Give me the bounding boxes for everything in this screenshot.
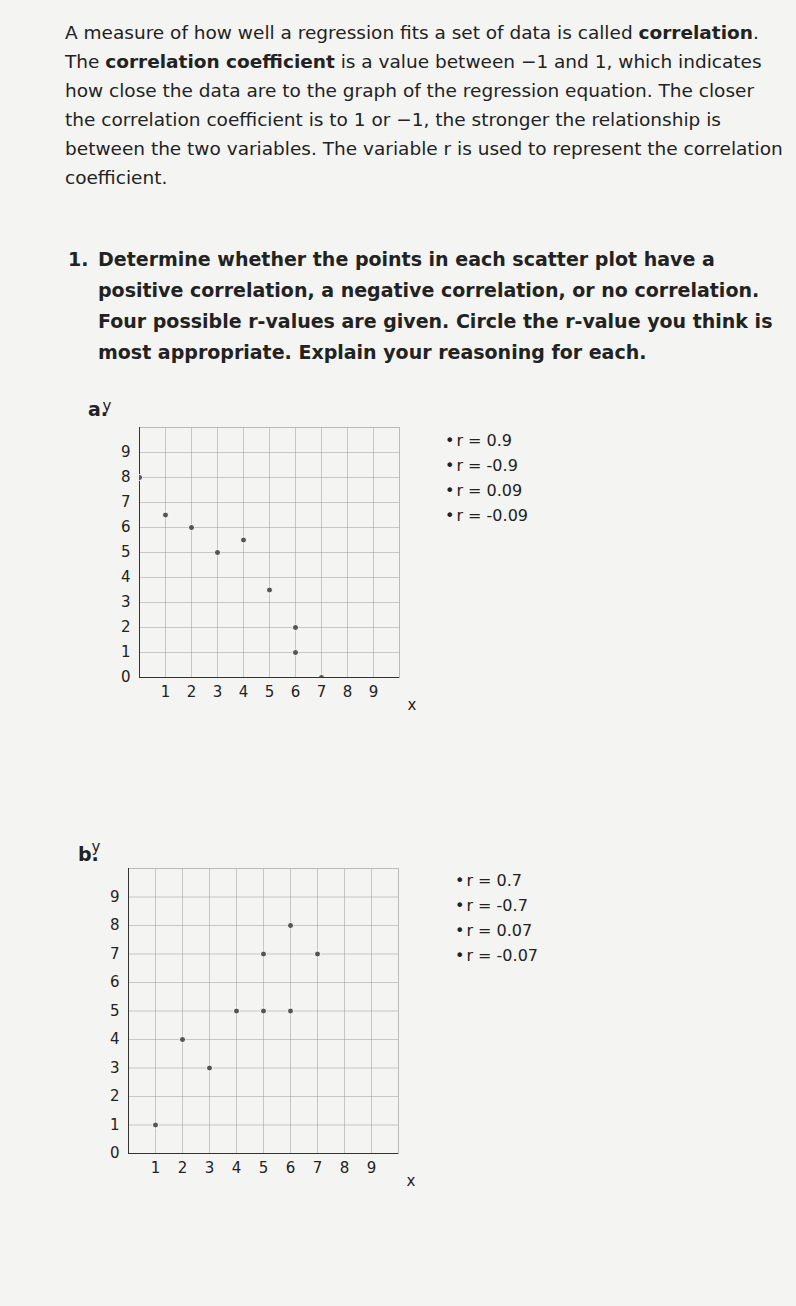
svg-text:5: 5 (110, 1002, 120, 1020)
svg-text:7: 7 (121, 493, 131, 511)
svg-text:x: x (408, 696, 417, 713)
svg-text:4: 4 (239, 683, 249, 701)
svg-text:8: 8 (121, 468, 131, 486)
svg-text:y: y (103, 397, 112, 415)
svg-text:2: 2 (187, 683, 197, 701)
svg-text:y: y (92, 838, 101, 856)
svg-text:6: 6 (286, 1159, 296, 1177)
svg-text:9: 9 (369, 683, 379, 701)
svg-text:5: 5 (259, 1159, 269, 1177)
svg-text:4: 4 (121, 568, 131, 586)
svg-text:3: 3 (121, 593, 131, 611)
svg-text:3: 3 (110, 1059, 120, 1077)
svg-text:5: 5 (121, 543, 131, 561)
svg-text:6: 6 (121, 518, 131, 536)
svg-text:2: 2 (110, 1087, 120, 1105)
svg-text:3: 3 (205, 1159, 215, 1177)
svg-text:8: 8 (110, 916, 120, 934)
svg-text:7: 7 (110, 945, 120, 963)
svg-text:x: x (407, 1172, 416, 1189)
svg-text:7: 7 (313, 1159, 323, 1177)
svg-text:5: 5 (265, 683, 275, 701)
svg-text:4: 4 (232, 1159, 242, 1177)
svg-text:0: 0 (110, 1144, 120, 1162)
svg-text:9: 9 (110, 888, 120, 906)
svg-text:8: 8 (343, 683, 353, 701)
svg-text:0: 0 (121, 668, 131, 686)
svg-text:3: 3 (213, 683, 223, 701)
svg-text:1: 1 (121, 643, 131, 661)
svg-text:4: 4 (110, 1030, 120, 1048)
svg-text:7: 7 (317, 683, 327, 701)
svg-text:2: 2 (121, 618, 131, 636)
svg-text:1: 1 (151, 1159, 161, 1177)
svg-text:6: 6 (110, 973, 120, 991)
svg-text:6: 6 (291, 683, 301, 701)
svg-text:1: 1 (110, 1116, 120, 1134)
svg-text:8: 8 (340, 1159, 350, 1177)
svg-text:1: 1 (161, 683, 171, 701)
svg-text:2: 2 (178, 1159, 188, 1177)
svg-text:9: 9 (367, 1159, 377, 1177)
svg-text:9: 9 (121, 443, 131, 461)
